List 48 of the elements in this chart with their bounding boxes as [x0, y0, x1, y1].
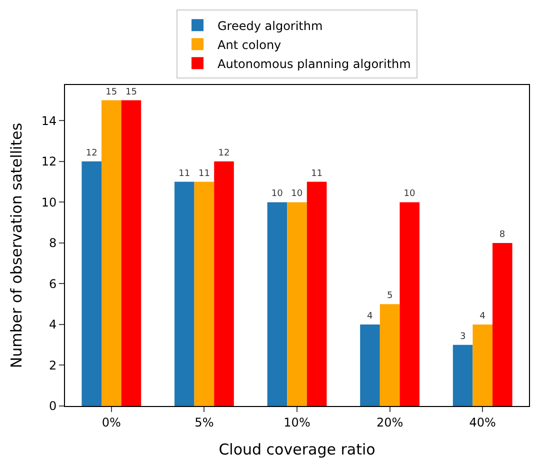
bar	[174, 182, 194, 406]
data-label: 8	[499, 230, 506, 240]
bar	[287, 202, 307, 406]
bar	[267, 202, 288, 406]
y-tick-label: 6	[48, 276, 57, 291]
data-label: 4	[367, 311, 373, 322]
bar	[472, 324, 492, 406]
data-label: 10	[291, 189, 303, 200]
legend-label: Greedy algorithm	[218, 18, 323, 33]
bar	[306, 182, 327, 406]
y-tick-label: 8	[48, 236, 57, 250]
x-tick-label: 5%	[194, 415, 214, 430]
data-label: 15	[106, 87, 118, 98]
bar	[360, 324, 380, 406]
data-label: 10	[404, 189, 416, 200]
legend-label: Ant colony	[218, 38, 282, 52]
y-tick-label: 0	[48, 399, 57, 414]
bar	[214, 161, 234, 406]
bar	[492, 242, 512, 406]
data-label: 12	[86, 148, 98, 158]
bar	[194, 182, 214, 406]
x-tick-label: 10%	[284, 415, 310, 430]
bar	[121, 100, 142, 406]
legend-label: Autonomous planning algorithm	[218, 56, 411, 71]
data-label: 15	[125, 87, 137, 98]
bar	[102, 100, 122, 406]
data-label: 12	[218, 148, 230, 158]
x-tick-label: 0%	[102, 415, 121, 430]
x-axis-title: Cloud coverage ratio	[218, 440, 376, 458]
bar	[82, 161, 102, 406]
y-axis-title: Number of observation satellites	[8, 122, 26, 368]
data-label: 11	[198, 168, 210, 179]
y-tick-label: 4	[48, 318, 57, 332]
bar	[380, 304, 400, 406]
y-tick-label: 10	[41, 195, 57, 210]
y-tick-label: 12	[41, 154, 57, 169]
data-label: 3	[460, 332, 466, 342]
data-label: 11	[311, 168, 323, 179]
data-label: 11	[178, 168, 190, 179]
data-label: 4	[480, 311, 486, 322]
bar	[400, 202, 420, 406]
x-tick-label: 20%	[376, 415, 404, 430]
x-tick-label: 40%	[469, 415, 496, 430]
data-label: 5	[386, 291, 393, 302]
bar	[452, 344, 473, 406]
data-label: 10	[271, 189, 284, 200]
y-tick-label: 2	[48, 358, 57, 372]
y-tick-label: 14	[41, 114, 57, 128]
